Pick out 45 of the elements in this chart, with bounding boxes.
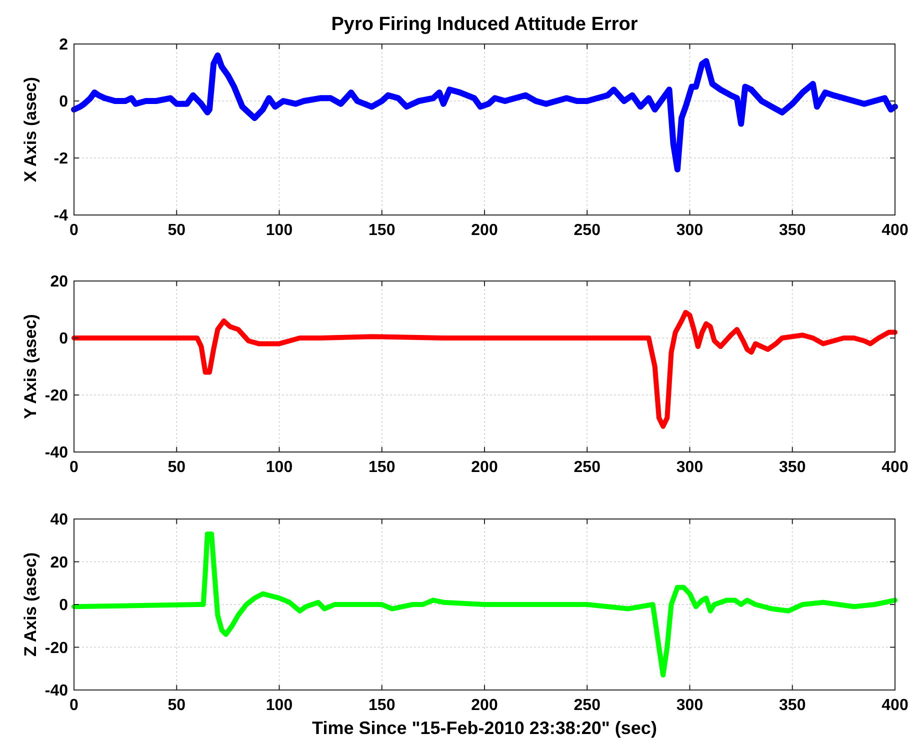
y-tick-label: -40 [44, 444, 68, 462]
x-tick-label: 50 [168, 459, 186, 476]
x-tick-label: 150 [368, 697, 396, 714]
x-tick-label: 300 [676, 459, 704, 476]
x-tick-label: 250 [574, 222, 601, 239]
x-tick-label: 100 [266, 459, 293, 476]
x-tick-label: 350 [779, 459, 806, 476]
x-tick-label: 250 [574, 459, 601, 476]
y-axis-title: X Axis (asec) [21, 76, 40, 182]
x-tick-label: 200 [471, 459, 498, 476]
y-tick-label: -4 [54, 208, 68, 225]
y-tick-label: -20 [44, 640, 68, 657]
x-tick-label: 400 [882, 459, 908, 476]
x-tick-label: 0 [70, 459, 79, 476]
y-tick-label: 20 [50, 554, 68, 572]
y-tick-label: 0 [59, 597, 68, 614]
y-tick-label: -40 [44, 682, 68, 700]
y-axis-title: Y Axis (asec) [21, 314, 40, 419]
x-tick-label: 0 [70, 222, 79, 239]
y-tick-label: -2 [54, 150, 68, 168]
x-tick-label: 50 [168, 697, 186, 714]
x-tick-label: 350 [779, 222, 806, 239]
x-tick-label: 200 [471, 697, 498, 714]
x-tick-label: 350 [779, 697, 806, 714]
x-tick-label: 0 [70, 697, 79, 714]
chart-title: Pyro Firing Induced Attitude Error [331, 14, 638, 35]
x-tick-label: 150 [368, 222, 396, 239]
y-tick-label: 0 [59, 94, 68, 111]
x-tick-label: 100 [266, 697, 293, 714]
y-tick-label: 0 [59, 330, 68, 348]
x-tick-label: 300 [676, 697, 704, 714]
x-axis-title: Time Since "15-Feb-2010 23:38:20" (sec) [312, 718, 657, 738]
y-tick-label: 40 [50, 512, 68, 529]
x-tick-label: 200 [471, 222, 498, 239]
y-tick-label: -20 [44, 388, 68, 405]
y-tick-label: 20 [50, 274, 68, 291]
y-axis-title: Z Axis (asec) [21, 552, 40, 657]
x-tick-label: 50 [168, 222, 186, 239]
x-tick-label: 400 [882, 697, 908, 714]
x-tick-label: 400 [882, 222, 908, 239]
x-tick-label: 100 [266, 222, 293, 239]
y-tick-label: 2 [59, 36, 68, 54]
x-tick-label: 150 [368, 459, 396, 476]
x-tick-label: 300 [676, 222, 704, 239]
x-tick-label: 250 [574, 697, 601, 714]
